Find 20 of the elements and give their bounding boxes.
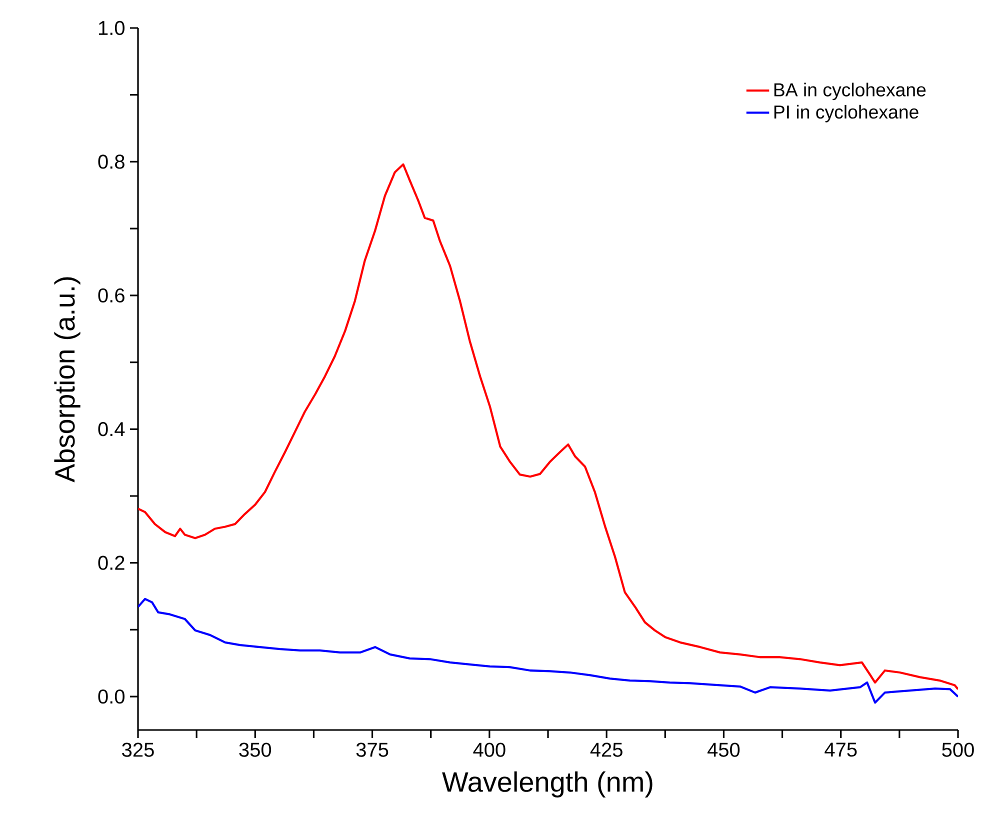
y-tick-label: 0.8: [98, 154, 124, 169]
y-tick-label: 0.2: [98, 556, 124, 570]
y-tick-label: 1.0: [99, 20, 124, 36]
x-tick-label: 325: [122, 742, 154, 757]
x-tick-label: 350: [239, 742, 272, 757]
legend-label: BA in cyclohexane: [774, 82, 926, 100]
line-series: [138, 598, 958, 704]
y-tick-label: 0.4: [98, 422, 125, 436]
x-tick-label: 450: [707, 742, 740, 757]
x-tick-label: 425: [590, 742, 622, 757]
legend-label: PI in cyclohexane: [774, 104, 918, 122]
x-tick-label: 400: [473, 742, 506, 757]
x-axis-title: Wavelength (nm): [442, 771, 652, 798]
y-tick-label: 0.0: [98, 689, 124, 704]
y-axis-title: Absorption (a.u.): [54, 277, 80, 482]
x-tick-label: 375: [356, 742, 388, 757]
x-tick-label: 475: [824, 742, 857, 757]
x-tick-label: 500: [942, 742, 974, 757]
y-tick-label: 0.6: [98, 288, 124, 302]
line-series: [138, 163, 958, 690]
